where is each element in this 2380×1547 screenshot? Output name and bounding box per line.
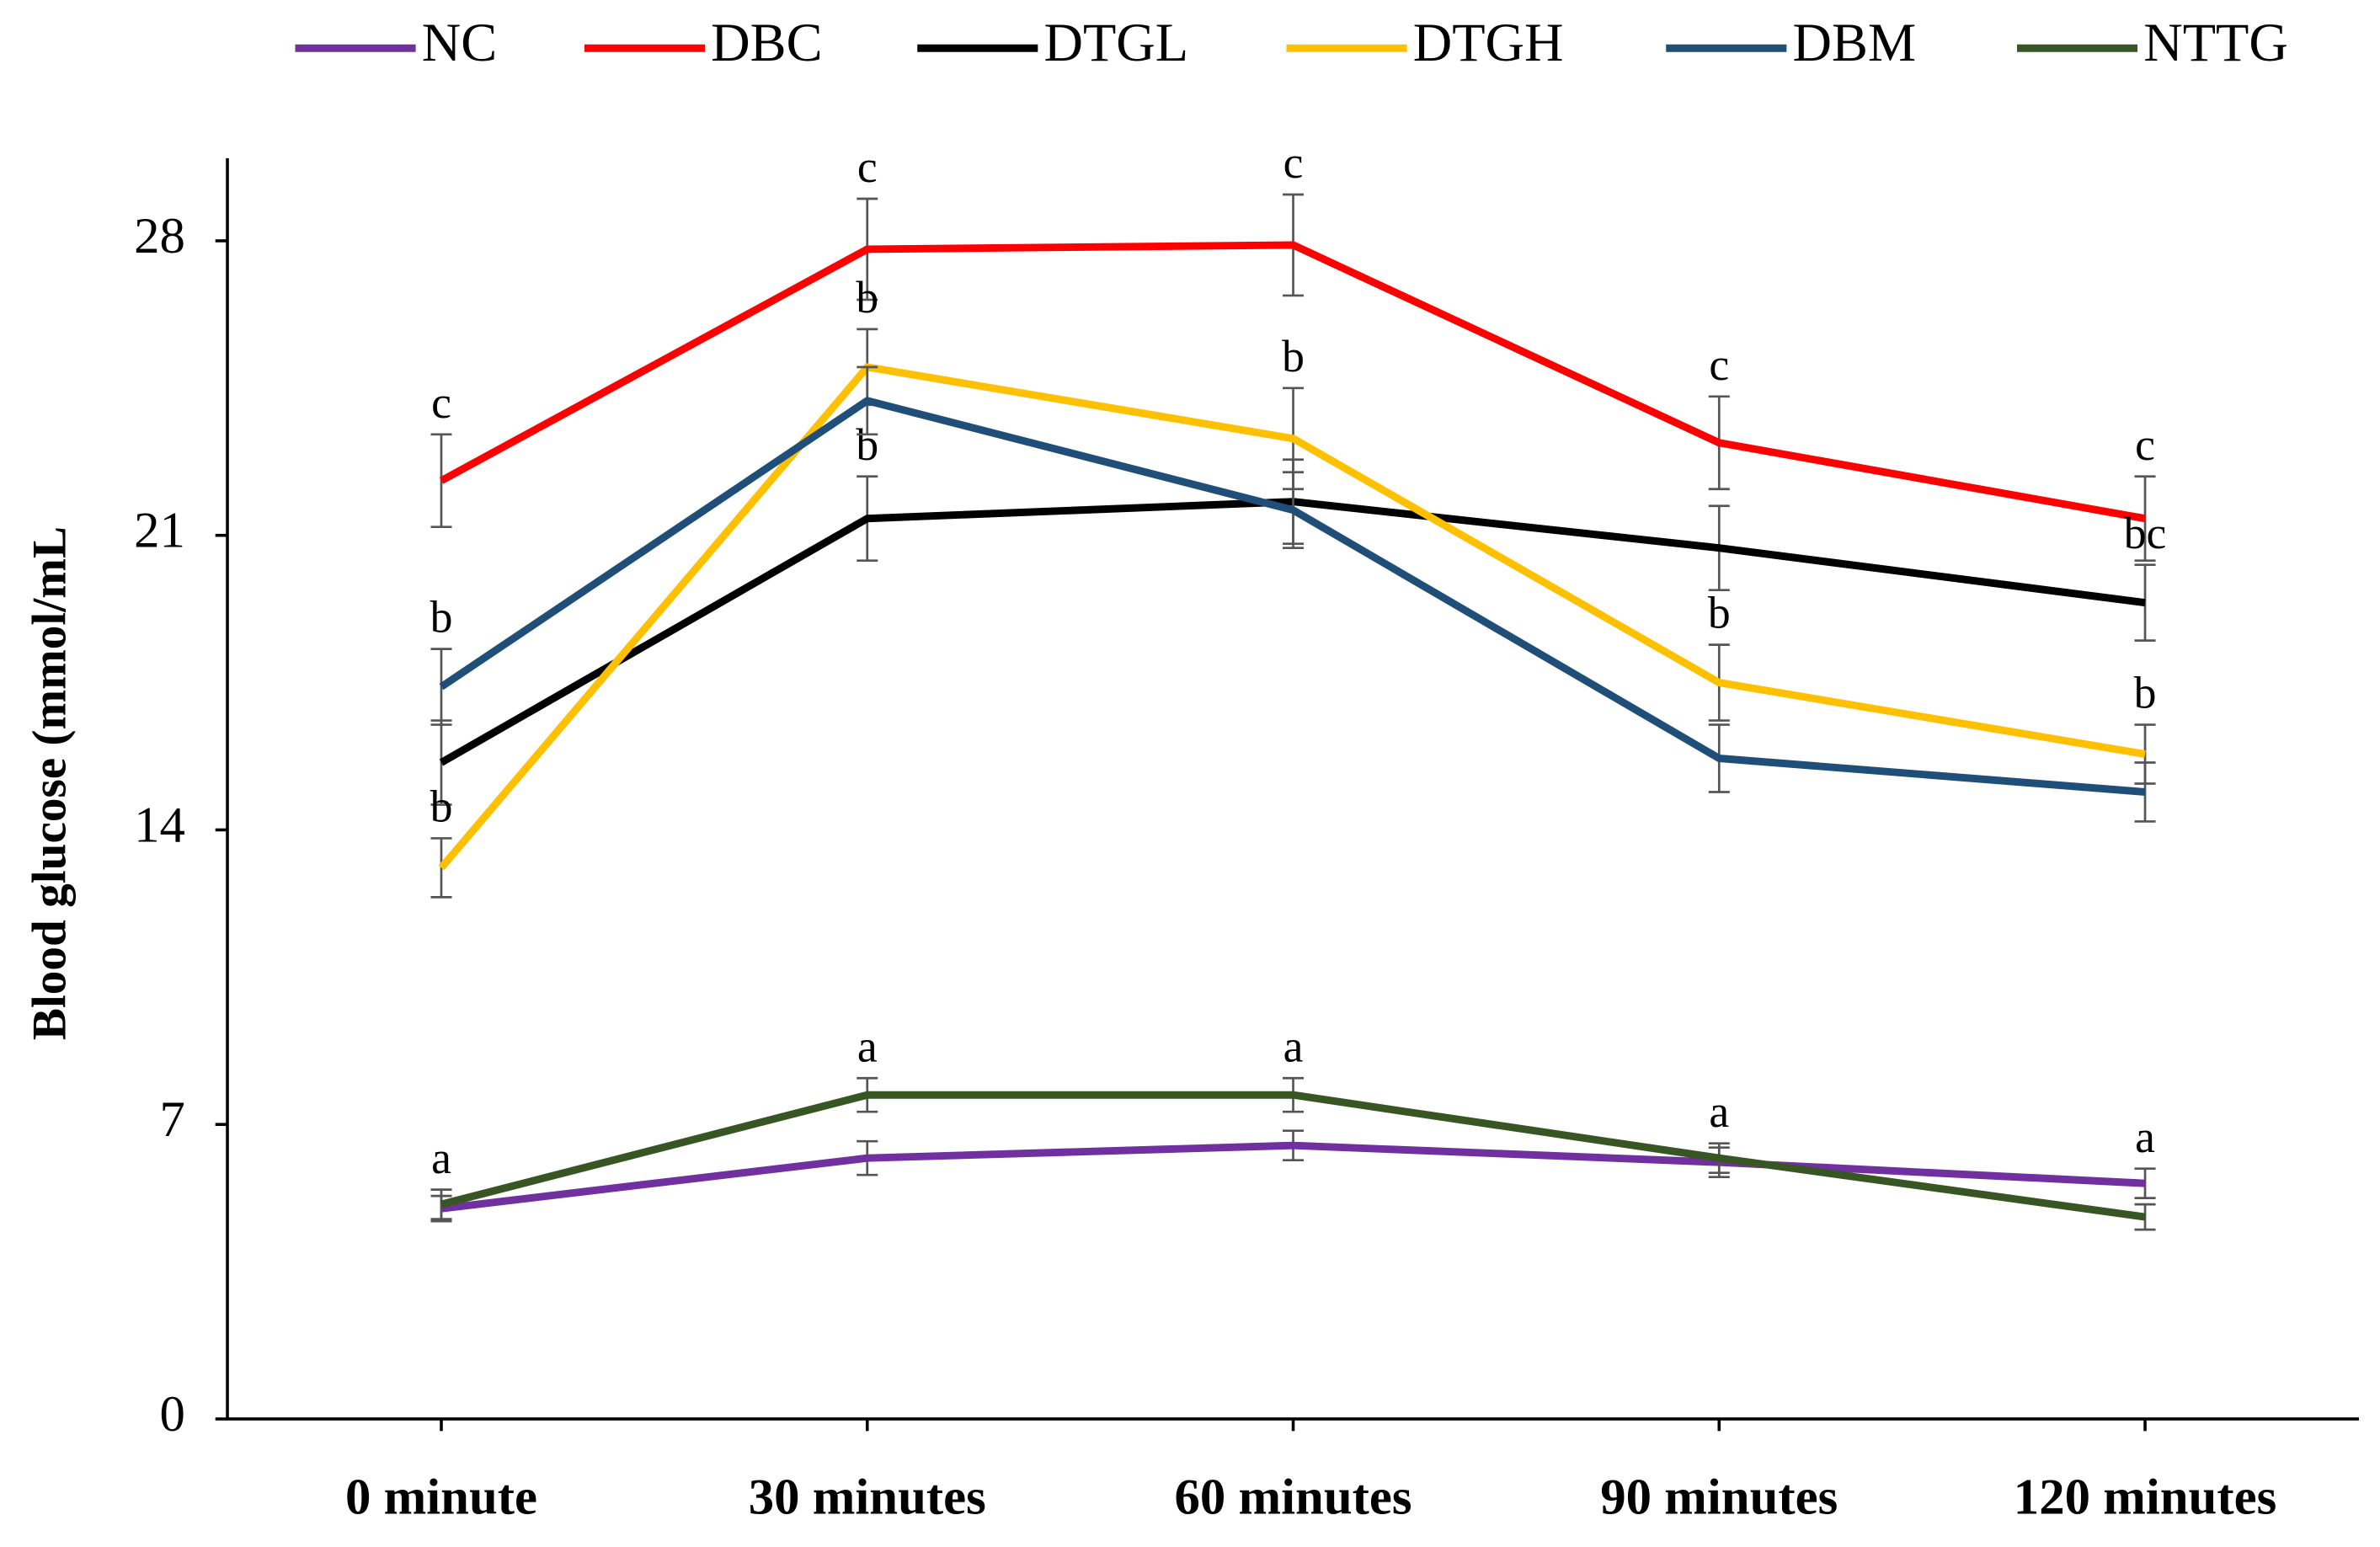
error-bar xyxy=(2134,475,2156,563)
y-tick-label: 0 xyxy=(160,1386,185,1443)
error-bar xyxy=(2134,563,2156,642)
x-tick-label: 60 minutes xyxy=(1175,1469,1412,1525)
significance-letter: bc xyxy=(2124,508,2167,558)
significance-letter: a xyxy=(431,1133,451,1183)
significance-letter: a xyxy=(2135,1112,2155,1162)
significance-letter: c xyxy=(1709,339,1729,390)
significance-letter: a xyxy=(857,1021,878,1071)
significance-letter: b xyxy=(856,272,878,323)
significance-letter: b xyxy=(1708,588,1731,638)
significance-letter: c xyxy=(2135,419,2155,470)
error-bar xyxy=(2134,1167,2156,1199)
legend-label: NC xyxy=(422,13,497,72)
legend-label: DBM xyxy=(1792,13,1916,72)
series-line xyxy=(438,363,2146,871)
legend-label: DTGH xyxy=(1413,13,1564,72)
significance-letter: c xyxy=(857,141,878,192)
y-tick-label: 21 xyxy=(134,503,185,559)
legend-label: NTTG xyxy=(2143,13,2288,72)
x-tick-label: 0 minute xyxy=(345,1469,537,1525)
error-bar xyxy=(2134,761,2156,823)
significance-letter: a xyxy=(1709,1086,1729,1137)
significance-letter: a xyxy=(1283,1021,1304,1071)
error-bar xyxy=(2134,1203,2156,1231)
significance-letter: c xyxy=(431,377,451,428)
series-line xyxy=(440,1091,2146,1221)
legend-label: DBC xyxy=(711,13,822,72)
y-tick-label: 7 xyxy=(160,1091,185,1148)
legend-label: DTGL xyxy=(1043,13,1188,72)
x-tick-label: 90 minutes xyxy=(1600,1469,1838,1525)
series-line xyxy=(439,241,2146,523)
y-axis-label: Blood glucose (mmol/mL xyxy=(23,526,76,1040)
significance-letter: c xyxy=(1283,137,1304,188)
series-line xyxy=(439,397,2146,796)
significance-letter: b xyxy=(2134,668,2157,718)
series-line xyxy=(440,1141,2146,1213)
x-tick-label: 30 minutes xyxy=(749,1469,986,1525)
y-tick-label: 14 xyxy=(134,797,185,853)
significance-letter: b xyxy=(1282,331,1305,381)
significance-letter: b xyxy=(430,782,453,832)
error-bar xyxy=(430,837,452,899)
significance-letter: b xyxy=(430,592,453,643)
x-tick-label: 120 minutes xyxy=(2014,1469,2276,1525)
error-bar xyxy=(430,648,452,726)
y-tick-label: 28 xyxy=(134,208,185,264)
